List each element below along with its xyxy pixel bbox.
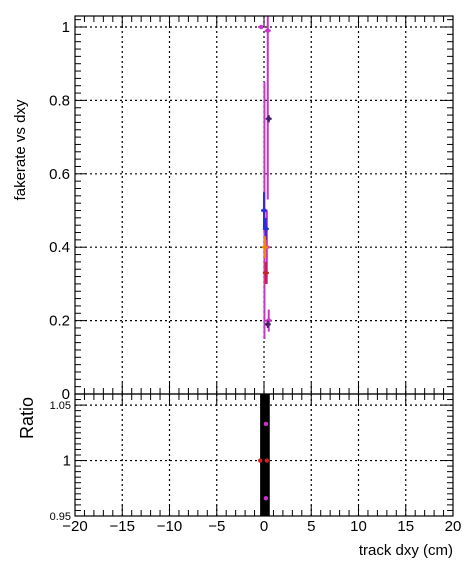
x-tick-label: −5 bbox=[208, 518, 225, 535]
bottom-plot-frame bbox=[74, 393, 454, 517]
bottom-y-tick-labels: 0.95 1 1.05 bbox=[50, 400, 71, 523]
top-data-point bbox=[265, 322, 270, 327]
top-y-tick-label: 0 bbox=[62, 386, 70, 403]
ratio-band-fill bbox=[260, 394, 270, 516]
ratio-point bbox=[258, 458, 263, 463]
top-y-tick-label: 0.6 bbox=[49, 166, 70, 183]
x-tick-label: 20 bbox=[445, 518, 462, 535]
bottom-y-axis-title: Ratio bbox=[17, 397, 37, 439]
ratio-point bbox=[263, 496, 269, 501]
ratio-points bbox=[258, 421, 270, 501]
x-axis-title: track dxy (cm) bbox=[359, 542, 453, 559]
x-tick-label: 5 bbox=[307, 518, 315, 535]
top-y-tick-label: 0.2 bbox=[49, 313, 70, 330]
top-y-tick-labels: 0 0.2 0.4 0.6 0.8 1 bbox=[49, 19, 70, 403]
top-data-point bbox=[262, 245, 268, 250]
top-data-point bbox=[263, 226, 269, 232]
bottom-y-tick-label: 1.05 bbox=[50, 400, 71, 412]
top-data-point bbox=[258, 24, 264, 30]
bottom-grid bbox=[75, 394, 453, 516]
top-y-axis-title: fakerate vs dxy bbox=[12, 99, 29, 200]
x-tick-label: −10 bbox=[157, 518, 182, 535]
bottom-y-tick-label: 1 bbox=[63, 453, 71, 470]
top-data-point bbox=[266, 116, 271, 121]
top-y-tick-label: 1 bbox=[62, 19, 70, 36]
top-data-point bbox=[261, 208, 267, 213]
x-tick-label: −15 bbox=[110, 518, 135, 535]
x-tick-label: 10 bbox=[350, 518, 367, 535]
top-y-tick-label: 0.8 bbox=[49, 92, 70, 109]
ratio-point bbox=[263, 421, 269, 427]
ratio-band bbox=[260, 394, 270, 516]
ratio-point bbox=[264, 458, 270, 463]
x-tick-label: −20 bbox=[62, 518, 87, 535]
top-axis-ticks bbox=[74, 16, 454, 395]
top-y-tick-label: 0.4 bbox=[49, 239, 70, 256]
top-data-point bbox=[263, 270, 269, 276]
top-data-points bbox=[258, 16, 272, 339]
bottom-y-tick-label: 0.95 bbox=[50, 511, 71, 523]
x-tick-label: 0 bbox=[260, 518, 268, 535]
x-tick-label: 15 bbox=[397, 518, 414, 535]
x-tick-labels: −20 −15 −10 −5 0 5 10 15 20 bbox=[62, 518, 461, 535]
bottom-axis-ticks bbox=[74, 393, 454, 517]
top-data-point bbox=[265, 28, 270, 33]
